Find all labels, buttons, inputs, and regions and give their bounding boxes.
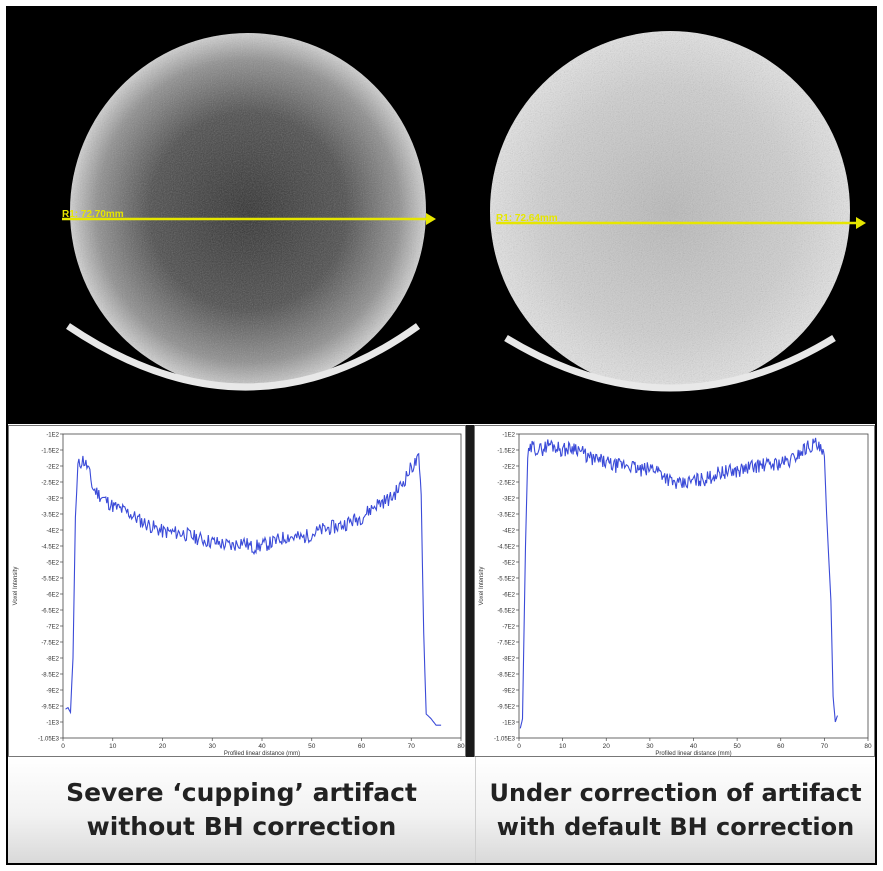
y-tick-label: -6.5E2 — [41, 609, 59, 615]
x-tick-label: 10 — [559, 743, 567, 750]
y-tick-label: -8.5E2 — [497, 673, 515, 679]
y-tick-label: -7.5E2 — [497, 641, 515, 647]
y-tick-label: -4.5E2 — [497, 545, 515, 551]
x-tick-label: 80 — [457, 743, 465, 750]
y-tick-label: -4E2 — [502, 529, 515, 535]
y-tick-label: -1E2 — [502, 433, 515, 439]
x-axis-label: Profiled linear distance (mm) — [655, 751, 731, 757]
profile-plot-left: -1E2 -1.5E2 -2E2 -2.5E2 -3E2 -3.5E2 -4E2 -4.5E2… — [8, 425, 466, 757]
y-tick-label: -6.5E2 — [497, 609, 515, 615]
caption-line-1: Under correction of artifact — [489, 779, 862, 807]
y-tick-label: -4E2 — [46, 529, 59, 535]
y-tick-label: -1.05E3 — [494, 737, 516, 743]
y-tick-label: -6E2 — [502, 593, 515, 599]
y-tick-label: -9E2 — [46, 689, 59, 695]
y-tick-label: -6E2 — [46, 593, 59, 599]
plot-area — [518, 433, 869, 739]
profile-plot-right: -1E2 -1.5E2 -2E2 -2.5E2 -3E2 -3.5E2 -4E2 -4.5E2… — [474, 425, 875, 757]
x-tick-label: 50 — [308, 743, 316, 750]
y-tick-label: -3E2 — [502, 497, 515, 503]
y-tick-label: -7.5E2 — [41, 641, 59, 647]
x-tick-label: 0 — [517, 743, 521, 750]
caption-line-2: without BH correction — [86, 812, 397, 841]
y-tick-label: -1E3 — [46, 721, 59, 727]
x-tick-label: 0 — [61, 743, 65, 750]
ct-image-left: R1: 72.70mm — [8, 8, 468, 424]
y-tick-label: -2E2 — [46, 465, 59, 471]
profile-line — [65, 452, 442, 726]
y-tick-label: -2.5E2 — [497, 481, 515, 487]
ct-image-right: R1: 72.64mm — [468, 8, 875, 424]
y-tick-label: -1.5E2 — [497, 449, 515, 455]
y-tick-label: -5E2 — [46, 561, 59, 567]
y-tick-label: -9.5E2 — [497, 705, 515, 711]
profile-line — [519, 437, 839, 729]
plot-separator — [466, 425, 474, 757]
x-tick-label: 60 — [358, 743, 366, 750]
y-tick-label: -9.5E2 — [41, 705, 59, 711]
y-tick-label: -8.5E2 — [41, 673, 59, 679]
y-axis-label: Voxel Intensity — [479, 567, 485, 606]
caption-line-1: Severe ‘cupping’ artifact — [66, 778, 417, 807]
caption-line-2: with default BH correction — [496, 813, 855, 841]
y-tick-label: -2E2 — [502, 465, 515, 471]
y-tick-label: -1E3 — [502, 721, 515, 727]
x-tick-label: 40 — [690, 743, 698, 750]
caption-left: Severe ‘cupping’ artifact without BH cor… — [8, 757, 476, 863]
y-axis-label: Voxel Intensity — [13, 567, 19, 606]
y-tick-label: -1E2 — [46, 433, 59, 439]
measure-label: R1: 72.64mm — [496, 213, 558, 224]
couch-arc — [504, 335, 836, 392]
x-tick-label: 30 — [646, 743, 654, 750]
x-tick-label: 20 — [159, 743, 167, 750]
figure-frame: R1: 72.70mm R1: 72.64mm -1E2 -1.5E2 -2E2 -2… — [6, 6, 877, 865]
x-tick-label: 20 — [603, 743, 611, 750]
y-tick-label: -8E2 — [46, 657, 59, 663]
y-tick-label: -2.5E2 — [41, 481, 59, 487]
y-tick-label: -5.5E2 — [497, 577, 515, 583]
y-tick-label: -8E2 — [502, 657, 515, 663]
y-tick-label: -4.5E2 — [41, 545, 59, 551]
y-tick-label: -1.5E2 — [41, 449, 59, 455]
x-tick-label: 50 — [734, 743, 742, 750]
x-tick-label: 60 — [777, 743, 785, 750]
x-tick-label: 10 — [109, 743, 117, 750]
y-tick-label: -3.5E2 — [497, 513, 515, 519]
measure-arrowhead — [856, 217, 866, 229]
x-tick-label: 80 — [864, 743, 872, 750]
y-tick-label: -5.5E2 — [41, 577, 59, 583]
y-tick-label: -3E2 — [46, 497, 59, 503]
y-tick-label: -9E2 — [502, 689, 515, 695]
measure-label: R1: 72.70mm — [62, 209, 124, 220]
x-tick-label: 40 — [258, 743, 266, 750]
x-tick-label: 70 — [821, 743, 829, 750]
couch-arc — [66, 323, 421, 391]
x-tick-label: 30 — [209, 743, 217, 750]
measure-arrowhead — [426, 213, 436, 225]
x-axis-label: Profiled linear distance (mm) — [224, 751, 300, 757]
x-tick-label: 70 — [408, 743, 416, 750]
y-tick-label: -3.5E2 — [41, 513, 59, 519]
plot-area — [62, 433, 462, 739]
y-tick-label: -5E2 — [502, 561, 515, 567]
caption-right: Under correction of artifact with defaul… — [476, 757, 875, 863]
y-tick-label: -7E2 — [46, 625, 59, 631]
y-tick-label: -1.05E3 — [38, 737, 60, 743]
y-tick-label: -7E2 — [502, 625, 515, 631]
